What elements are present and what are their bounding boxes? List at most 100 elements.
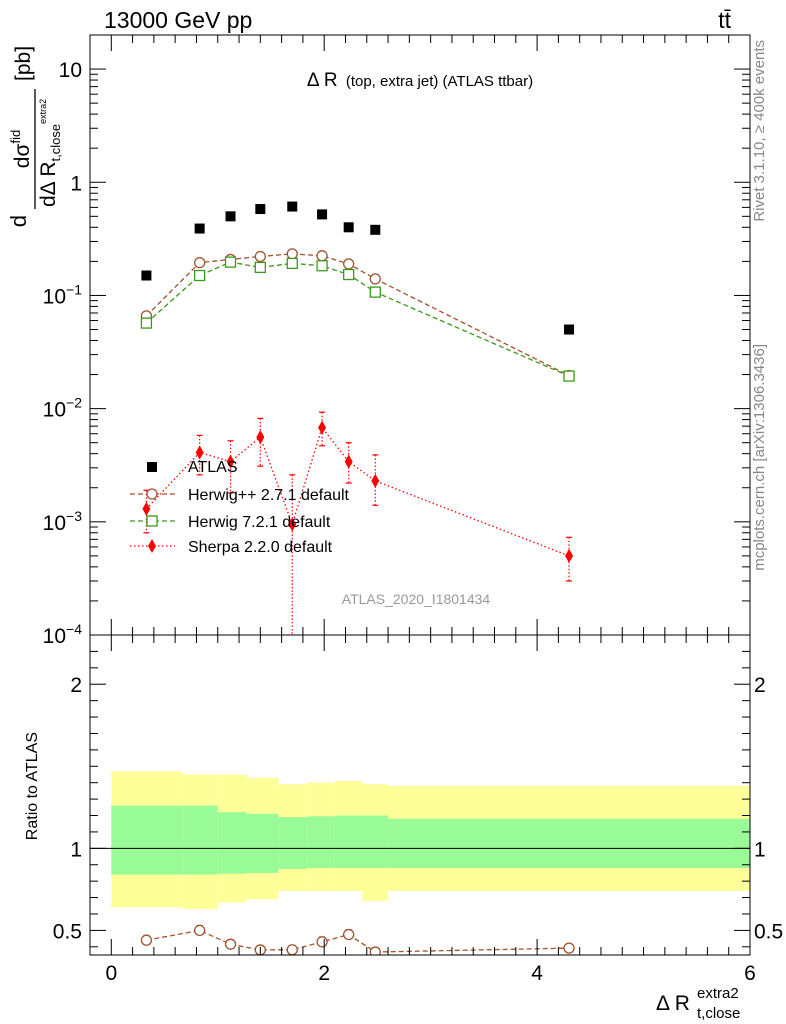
ratio-marker xyxy=(224,938,237,950)
plot-title-main: Δ R xyxy=(307,70,338,91)
ratio-band-inner xyxy=(111,805,183,875)
ratio-marker xyxy=(286,944,298,955)
main-y-tick-label-exponent: −4 xyxy=(66,621,82,637)
ratio-marker xyxy=(140,934,153,946)
herwig7-marker xyxy=(193,269,206,282)
series-line-herwigpp xyxy=(145,253,570,377)
atlas-data-point xyxy=(287,201,298,212)
herwig7-marker xyxy=(563,370,575,382)
main-y-tick-label: 10−4 xyxy=(43,621,83,648)
ratio-band-inner xyxy=(278,817,308,869)
main-y-tick-label-base: 1 xyxy=(70,172,82,195)
ratio-y-label: Ratio to ATLAS xyxy=(24,732,41,840)
sherpa-marker xyxy=(256,430,265,445)
main-y-tick-label: 10 xyxy=(59,59,82,82)
main-y-tick-label-base: 10 xyxy=(43,285,66,308)
ratio-x-tick-label: 6 xyxy=(744,962,756,985)
main-y-tick-label-base: 10 xyxy=(59,59,82,82)
sherpa-marker xyxy=(318,420,327,435)
y-label-numerator: dσfid xyxy=(8,130,34,168)
ratio-band-inner xyxy=(217,812,247,874)
main-y-tick-label: 10−1 xyxy=(43,281,83,308)
ratio-y-tick-label: 2 xyxy=(70,674,82,697)
ratio-marker xyxy=(316,936,328,948)
herwig7-marker xyxy=(140,317,153,329)
main-y-tick-label: 10−3 xyxy=(43,508,83,535)
ratio-uncertainty-bands xyxy=(90,771,750,910)
legend-marker-atlas xyxy=(147,462,157,472)
legend-label-atlas: ATLAS xyxy=(188,459,238,476)
main-y-tick-label-base: 10 xyxy=(43,625,66,648)
ratio-y-tick-label-right: 1 xyxy=(754,838,766,861)
ratio-band-inner xyxy=(362,815,389,869)
plot-title-sub: (top, extra jet) (ATLAS ttbar) xyxy=(346,73,533,90)
y-label-denominator-subsup: extra2 xyxy=(38,99,48,124)
mcplots-label: mcplots.cern.ch [arXiv:1306.3436] xyxy=(751,344,768,571)
ratio-ticks: 0.5 0.5 1 1 2 2 0 2 4 6 xyxy=(53,635,783,985)
ratio-marker xyxy=(563,942,575,954)
main-y-tick-label: 1 xyxy=(70,172,82,195)
main-y-tick-label-exponent: −3 xyxy=(66,508,82,524)
x-label-sub: t,close xyxy=(697,1005,740,1022)
y-label-denominator: dΔ Rt,closeextra2 xyxy=(37,99,63,207)
rivet-label: Rivet 3.1.10, ≥ 400k events xyxy=(751,40,768,222)
y-label-d: d xyxy=(6,215,31,227)
ratio-y-tick-label: 1 xyxy=(70,838,82,861)
herwigpp-marker xyxy=(343,258,355,270)
legend-label-herwig7: Herwig 7.2.1 default xyxy=(188,514,331,531)
ratio-x-tick-label: 0 xyxy=(105,962,117,985)
main-y-tick-label-base: 10 xyxy=(43,512,66,535)
ratio-panel: 0.5 0.5 1 1 2 2 0 2 4 6 Ratio to ATLAS Δ R extra2… xyxy=(24,634,783,1022)
ratio-marker xyxy=(343,928,355,941)
header-right: tt̄ xyxy=(718,7,731,33)
legend: ATLAS Herwig++ 2.7.1 default Herwig 7.2.… xyxy=(130,459,350,556)
atlas-data-point xyxy=(317,209,328,220)
ratio-marker xyxy=(193,924,206,937)
atlas-data-point xyxy=(225,211,236,222)
sherpa-marker xyxy=(142,501,151,516)
legend-label-herwigpp: Herwig++ 2.7.1 default xyxy=(188,487,350,504)
sherpa-marker xyxy=(565,548,574,563)
sherpa-marker xyxy=(195,445,204,460)
herwig7-marker xyxy=(224,256,237,268)
x-label-main: Δ R xyxy=(656,992,690,1015)
sherpa-marker xyxy=(344,454,353,469)
ratio-y-tick-label-right: 2 xyxy=(754,674,766,697)
main-y-tick-label-exponent: −1 xyxy=(66,281,82,297)
atlas-data-point xyxy=(194,223,205,234)
legend-label-sherpa: Sherpa 2.2.0 default xyxy=(188,539,333,556)
legend-marker-herwigpp xyxy=(146,488,158,500)
y-label-numerator-sup: fid xyxy=(8,130,23,144)
y-label-denominator-sub: t,close xyxy=(48,124,63,162)
herwigpp-marker xyxy=(369,273,381,285)
atlas-data-point xyxy=(343,222,354,233)
herwig7-marker xyxy=(316,260,328,272)
herwig7-marker xyxy=(286,257,298,270)
ratio-frame xyxy=(89,634,751,956)
herwigpp-marker xyxy=(286,248,298,260)
ratio-y-tick-label: 0.5 xyxy=(53,920,82,943)
x-label-sup: extra2 xyxy=(697,985,739,1002)
main-y-label: d dσfid dΔ Rt,closeextra2 [pb] xyxy=(6,46,63,227)
atlas-data-point xyxy=(141,270,152,281)
main-y-tick-label: 10−2 xyxy=(43,395,83,422)
ratio-x-tick-label: 4 xyxy=(531,962,543,985)
ratio-series-group xyxy=(140,924,575,955)
main-markers-group xyxy=(140,201,575,563)
herwig7-marker xyxy=(369,286,381,298)
atlas-data-point xyxy=(564,324,575,335)
ratio-series-line xyxy=(146,929,570,953)
sherpa-marker xyxy=(371,473,380,488)
legend-marker-sherpa xyxy=(148,539,156,553)
sherpa-marker xyxy=(288,517,297,532)
header-left: 13000 GeV pp xyxy=(104,7,252,33)
ratio-x-tick-label: 2 xyxy=(318,962,330,985)
atlas-data-point xyxy=(255,204,266,215)
ratio-band-inner xyxy=(334,815,363,869)
herwigpp-marker xyxy=(254,250,266,263)
herwigpp-marker xyxy=(193,256,206,269)
ratio-band-inner xyxy=(388,818,750,869)
